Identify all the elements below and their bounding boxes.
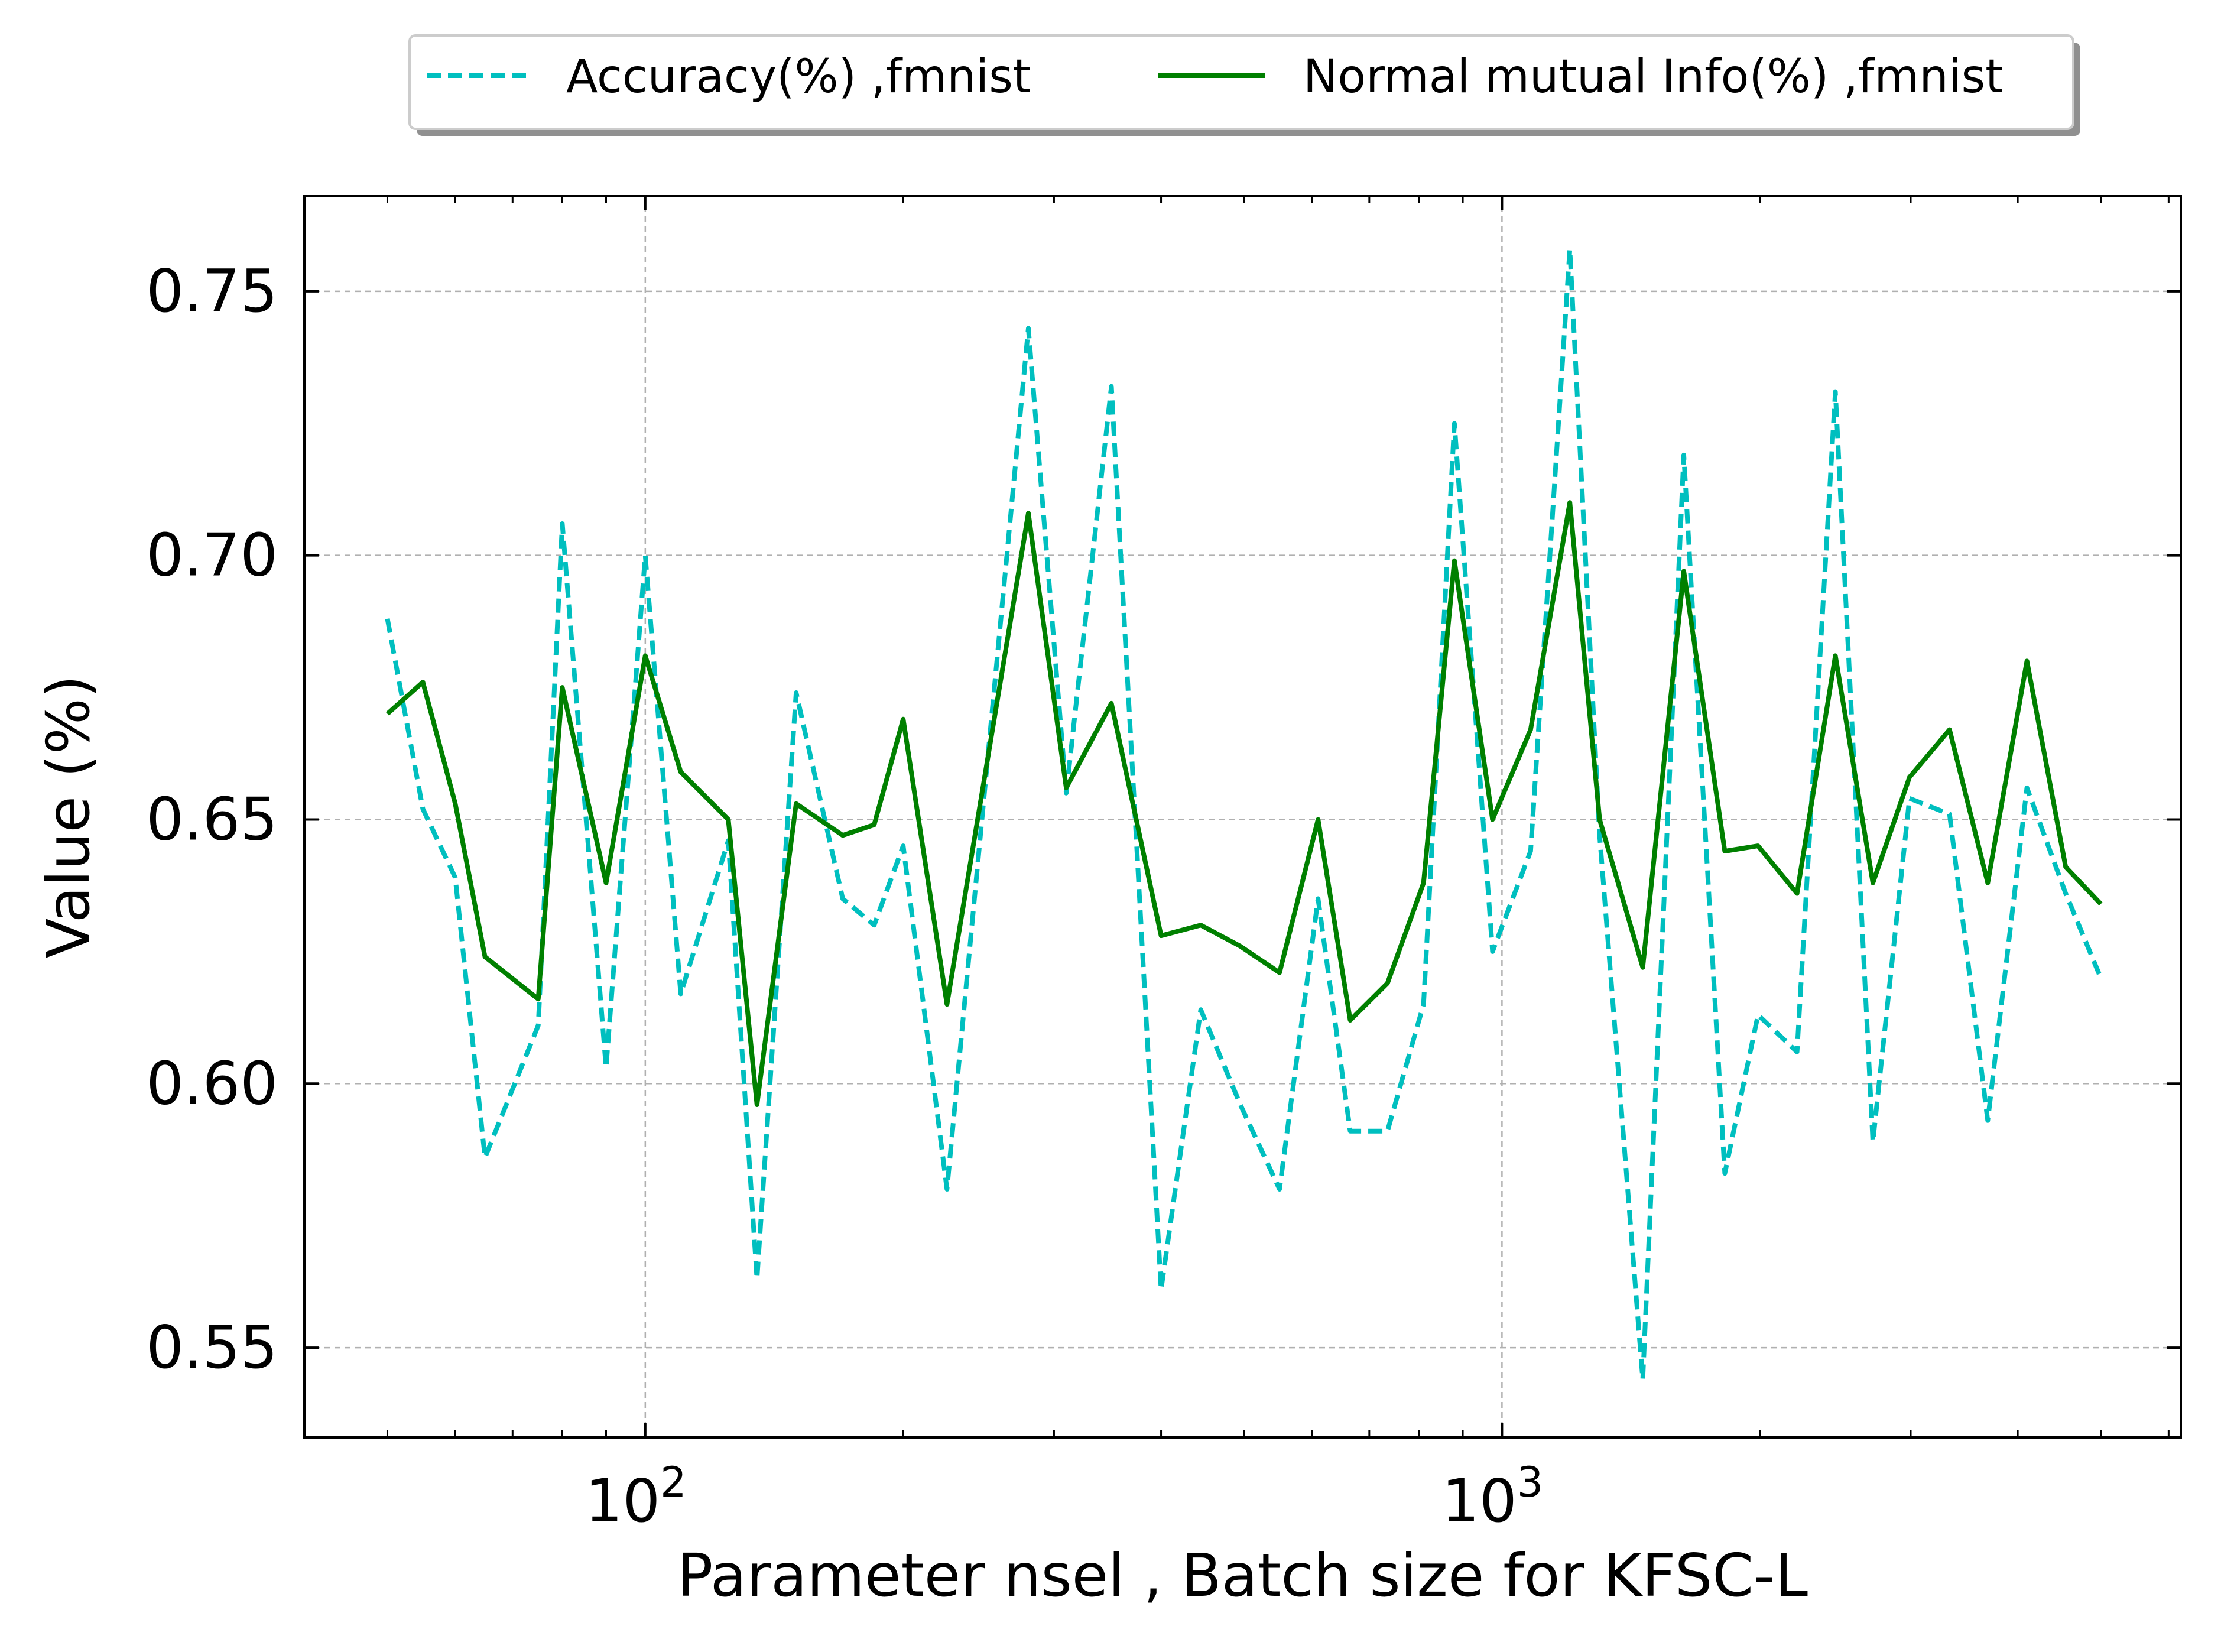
y-axis-label: Value (%) [34, 675, 103, 958]
legend-box [408, 34, 2074, 130]
axis-ticks [303, 196, 2181, 1437]
series-lines [385, 246, 2103, 1382]
plot-frame [303, 195, 2182, 1439]
x-tick-exponent: 3 [1517, 1458, 1544, 1507]
legend: Accuracy(%) ,fmnist Normal mutual Info(%)… [408, 34, 2080, 136]
grid-lines [304, 196, 2181, 1437]
y-tick-label: 0.70 [146, 521, 278, 590]
y-tick-label: 0.55 [146, 1313, 278, 1382]
legend-entry-accuracy-label: Accuracy(%) ,fmnist [566, 50, 1031, 103]
y-tick-label: 0.65 [146, 784, 278, 853]
legend-entry-nmi-label: Normal mutual Info(%) ,fmnist [1303, 50, 2004, 103]
nmi-series-line [385, 500, 2103, 1107]
accuracy-series-line [385, 246, 2103, 1382]
x-tick-exponent: 2 [660, 1458, 687, 1507]
y-tick-label: 0.75 [146, 257, 278, 326]
y-tick-label: 0.60 [146, 1049, 278, 1118]
x-axis-label: Parameter nsel , Batch size for KFSC-L [677, 1541, 1808, 1610]
